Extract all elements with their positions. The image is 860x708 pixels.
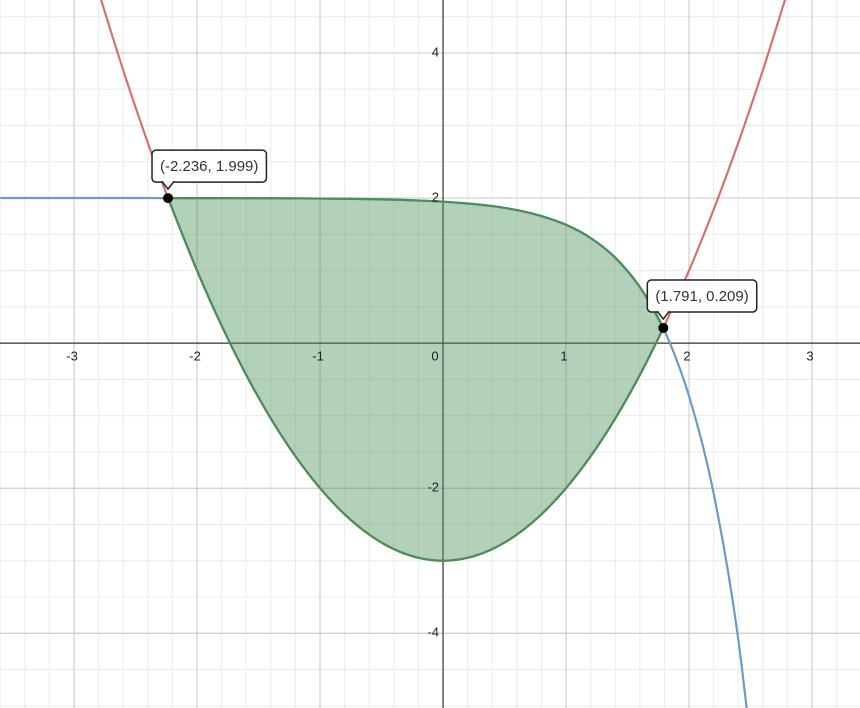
x-tick-label: -3	[66, 349, 78, 364]
label-text: (1.791, 0.209)	[655, 288, 748, 305]
y-tick-label: 2	[432, 189, 439, 204]
label-box	[151, 149, 268, 183]
x-tick-label: 1	[560, 349, 567, 364]
x-tick-label: -2	[189, 349, 201, 364]
label-pointer	[656, 310, 670, 321]
point	[163, 193, 174, 204]
y-tick-label: -4	[427, 625, 439, 640]
y-tick-label: 4	[432, 44, 439, 59]
point-label: (1.791, 0.209)	[646, 279, 758, 321]
label-text: (-2.236, 1.999)	[160, 158, 258, 175]
label-box	[646, 279, 758, 313]
x-tick-label: -1	[312, 349, 324, 364]
x-tick-label: 0	[431, 349, 438, 364]
x-tick-label: 3	[806, 349, 813, 364]
labels: -3 -2 -1 0 1 2 3 -4 -2 2 4 (-2.236, 1.999) (1.791, 0…	[66, 44, 813, 639]
label-pointer	[161, 180, 175, 191]
point-label: (-2.236, 1.999)	[151, 149, 268, 191]
point	[658, 322, 669, 333]
y-tick-label: -2	[427, 480, 439, 495]
x-tick-label: 2	[683, 349, 690, 364]
